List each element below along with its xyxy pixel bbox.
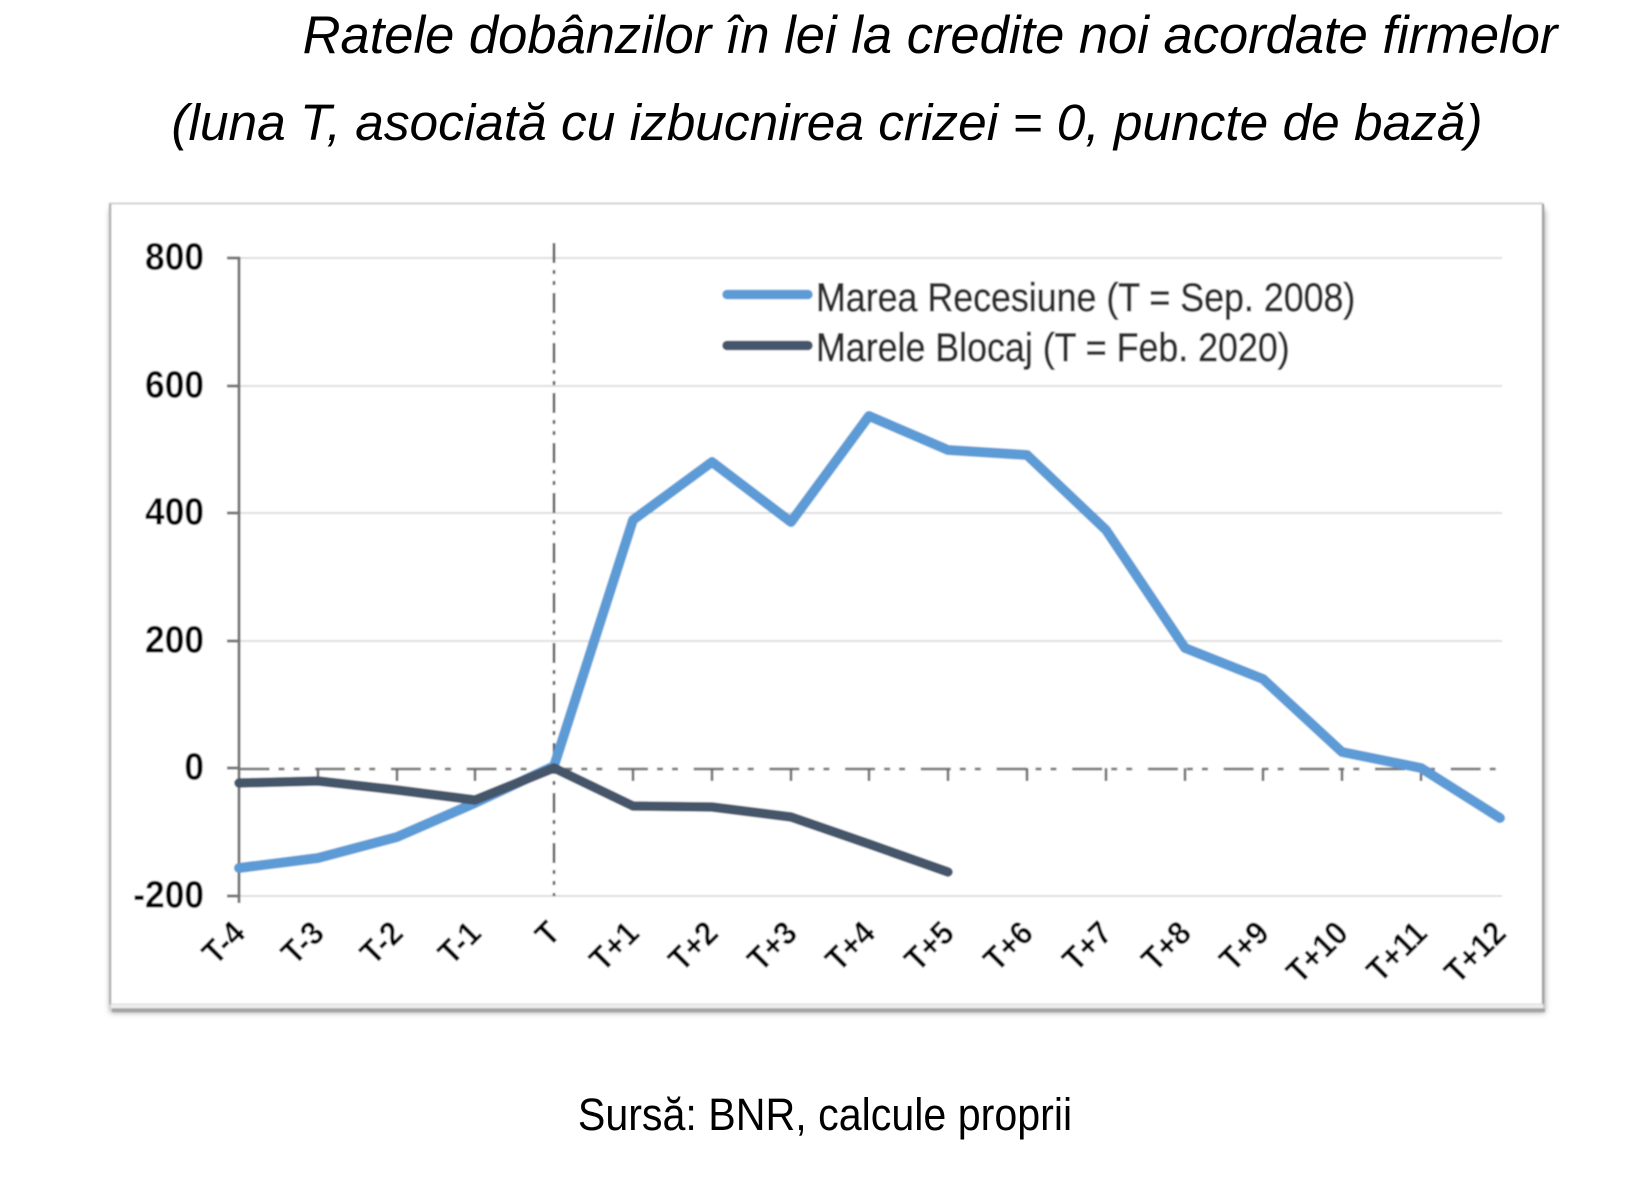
svg-text:Marea Recesiune (T = Sep. 2008: Marea Recesiune (T = Sep. 2008) [816, 276, 1355, 320]
svg-text:-200: -200 [133, 873, 204, 915]
svg-text:Marele Blocaj (T = Feb. 2020): Marele Blocaj (T = Feb. 2020) [816, 326, 1290, 370]
svg-text:600: 600 [145, 363, 204, 405]
svg-text:0: 0 [184, 745, 204, 787]
svg-text:800: 800 [145, 235, 204, 277]
svg-text:200: 200 [145, 618, 204, 660]
svg-text:400: 400 [145, 490, 204, 532]
